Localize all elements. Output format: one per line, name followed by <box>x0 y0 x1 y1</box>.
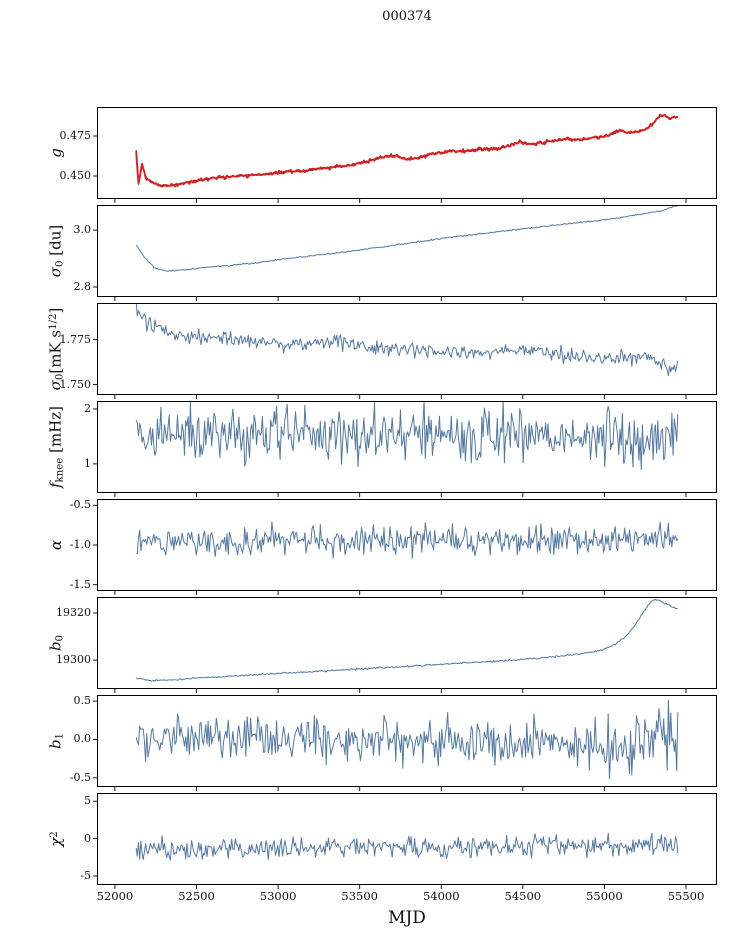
axes-border <box>97 303 717 395</box>
tick-marks <box>93 700 687 791</box>
y-tick-label-fknee: 2 <box>84 401 91 415</box>
plot-area-alpha <box>93 499 717 595</box>
y-tick-label-alpha: -0.5 <box>69 498 91 512</box>
series-b1 <box>135 699 679 780</box>
x-tick-label: 53000 <box>259 889 297 903</box>
series-fknee <box>135 401 679 471</box>
series-b0 <box>135 598 678 682</box>
tick-marks <box>93 339 687 399</box>
series-alpha <box>136 521 679 560</box>
axes-border <box>97 695 717 787</box>
tick-marks <box>93 135 687 203</box>
panel-b0: 19300 19320 <box>56 597 717 693</box>
plot-area-fknee <box>93 401 717 497</box>
x-axis-label: MJD <box>388 908 426 928</box>
y-axis-label-fknee: fknee [mHz] <box>46 405 66 489</box>
y-tick-label-chi2: 5 <box>84 794 91 808</box>
y-tick-label-sigma0-mks: 1.775 <box>59 332 92 346</box>
series-sigma0-du <box>135 205 679 272</box>
series-chi2 <box>135 832 679 861</box>
x-tick-label: 55000 <box>586 889 623 903</box>
y-tick-label-b1: 0.0 <box>73 732 92 746</box>
y-axis-label-b0: b0 <box>46 634 66 652</box>
y-tick-label-b0: 19300 <box>56 653 91 667</box>
plot-area-b1 <box>93 695 717 791</box>
y-axis-label-sigma0-du: σ0 [du] <box>46 224 66 278</box>
plot-title: 000374 <box>382 9 432 24</box>
axes-border <box>97 793 717 885</box>
tick-marks <box>93 612 687 693</box>
axes-border <box>97 107 717 199</box>
y-tick-label-g: 0.450 <box>59 168 92 182</box>
panel-sigma0-mks: 1.750 1.775 <box>60 303 717 399</box>
panel-b1: -0.5 0.0 0.5 <box>70 694 717 791</box>
y-tick-label-b1: -0.5 <box>69 770 91 784</box>
y-tick-label-chi2: -5 <box>80 869 91 883</box>
tick-marks <box>93 408 687 497</box>
y-tick-label-sigma0-du: 3.0 <box>73 223 92 237</box>
axes-border <box>97 205 717 297</box>
panel-g: 0.450 0.475 <box>60 107 717 203</box>
tick-marks <box>93 229 687 301</box>
panel-alpha: -1.5 -1.0 -0.5 <box>70 498 717 595</box>
x-tick-label: 52000 <box>96 889 134 903</box>
y-axis-label-chi2: χ2 <box>47 831 65 847</box>
series-sigma0-mks <box>135 303 679 377</box>
tick-marks <box>93 504 687 595</box>
y-axis-label-sigma0-mks: σ0[mK s1/2] <box>46 307 66 391</box>
plot-area-chi2 <box>93 793 717 889</box>
x-tick-label: 53500 <box>341 889 378 903</box>
x-tick-label: 54500 <box>504 889 542 903</box>
plot-area-g <box>93 107 717 203</box>
y-tick-label-sigma0-mks: 1.750 <box>59 377 92 391</box>
y-tick-label-sigma0-du: 2.8 <box>73 280 92 294</box>
y-tick-label-fknee: 1 <box>84 456 91 470</box>
plot-area-sigma0-mks <box>93 303 717 399</box>
y-axis-label-g: g <box>47 148 65 158</box>
axes-border <box>97 401 717 493</box>
series-g-model <box>135 114 679 187</box>
panel-chi2: -5 0 5 <box>80 793 717 889</box>
y-tick-label-chi2: 0 <box>84 831 91 845</box>
x-tick-label: 52500 <box>178 889 215 903</box>
tick-marks <box>93 800 687 889</box>
y-tick-label-g: 0.475 <box>59 128 92 142</box>
axes-border <box>97 499 717 591</box>
y-tick-label-alpha: -1.0 <box>69 538 91 551</box>
y-axis-label-b1: b1 <box>46 732 66 750</box>
plot-area-sigma0-du <box>93 205 717 301</box>
series-g-measured <box>135 113 678 188</box>
y-axis-label-alpha: α <box>47 539 65 551</box>
y-tick-label-alpha: -1.5 <box>69 577 91 591</box>
panel-sigma0-du: 2.8 3.0 <box>74 205 717 301</box>
x-tick-label: 54000 <box>422 889 460 903</box>
plot-area-b0 <box>93 597 717 693</box>
y-tick-label-b1: 0.5 <box>73 694 92 708</box>
y-tick-label-b0: 19320 <box>56 606 91 619</box>
x-tick-label: 55500 <box>667 889 705 903</box>
axes-border <box>97 597 717 689</box>
